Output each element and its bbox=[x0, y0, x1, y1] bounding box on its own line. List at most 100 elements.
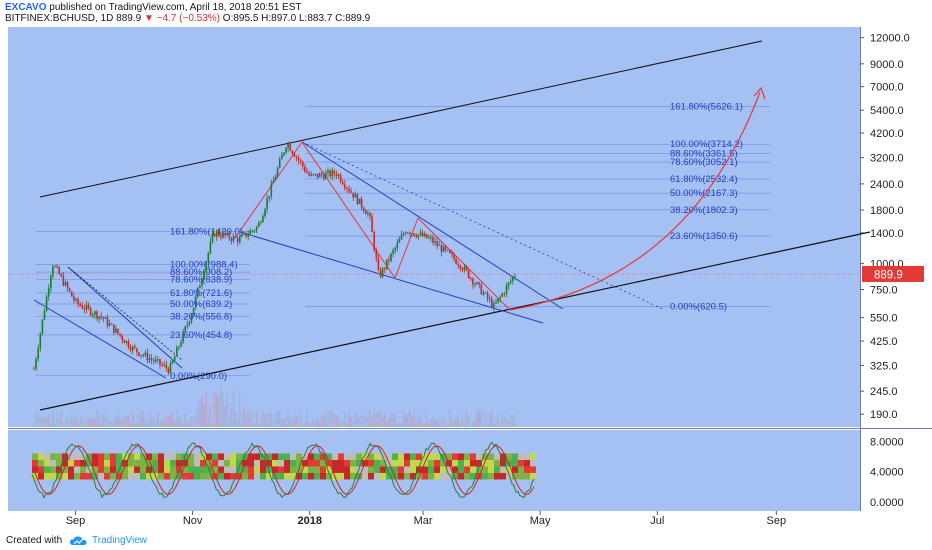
heatmap-cell bbox=[392, 472, 398, 480]
candle-body bbox=[125, 341, 128, 343]
volume-bar bbox=[381, 417, 384, 427]
candle-body bbox=[150, 358, 153, 360]
price-tick-label: 1800.0 bbox=[870, 205, 904, 217]
heatmap-cell bbox=[68, 459, 74, 467]
heatmap-cell bbox=[152, 472, 158, 480]
heatmap-cell bbox=[50, 466, 56, 473]
candle-body bbox=[344, 184, 346, 188]
heatmap-cell bbox=[254, 453, 260, 460]
heatmap-cell bbox=[92, 472, 98, 480]
volume-bar bbox=[228, 416, 231, 427]
heatmap-cell bbox=[368, 472, 374, 480]
heatmap-cell bbox=[506, 453, 512, 460]
candle-body bbox=[108, 323, 111, 326]
heatmap-cell bbox=[254, 472, 260, 480]
heatmap-cell bbox=[38, 466, 44, 473]
volume-bar bbox=[268, 413, 270, 427]
heatmap-cell bbox=[230, 453, 236, 460]
author-name[interactable]: EXCAVO bbox=[5, 2, 47, 13]
candle-body bbox=[402, 233, 405, 235]
oscillator-lines bbox=[31, 441, 535, 499]
candle-body bbox=[289, 143, 291, 151]
volume-bar bbox=[402, 410, 405, 427]
candle-body bbox=[169, 363, 172, 373]
heatmap-cell bbox=[410, 472, 416, 480]
volume-bar bbox=[239, 394, 241, 427]
volume-bar bbox=[367, 417, 369, 427]
candle-body bbox=[176, 347, 178, 357]
volume-bar bbox=[409, 411, 411, 427]
candle-body bbox=[205, 261, 207, 272]
volume-bar bbox=[442, 417, 445, 427]
volume-bar bbox=[331, 410, 333, 427]
volume-bar bbox=[41, 417, 44, 427]
candle-body bbox=[272, 180, 275, 184]
heatmap-cell bbox=[128, 466, 134, 473]
heatmap-cell bbox=[314, 459, 320, 467]
fib-level-label-right: 100.00%(3714.2) bbox=[670, 139, 743, 150]
volume-bar bbox=[45, 417, 48, 427]
heatmap-cell bbox=[278, 472, 284, 480]
candle-body bbox=[119, 333, 121, 336]
heatmap-cell bbox=[284, 459, 290, 467]
overlay-drawings[interactable] bbox=[509, 86, 766, 311]
heatmap-cell bbox=[494, 453, 500, 460]
heatmap-cell bbox=[38, 472, 44, 480]
volume-bar bbox=[83, 423, 86, 427]
volume-bar bbox=[436, 419, 438, 427]
heatmap-cell bbox=[530, 466, 536, 473]
candle-body bbox=[461, 268, 464, 271]
volume-bar bbox=[327, 414, 329, 427]
price-tick-label: 2400.0 bbox=[870, 179, 904, 191]
price-axis[interactable]: 12000.0 9000.0 7000.0 5400.0 4200.0 3200.0 240… bbox=[860, 33, 910, 421]
volume-bar bbox=[449, 410, 451, 427]
heatmap-cell bbox=[32, 466, 38, 473]
heatmap-cell bbox=[224, 459, 230, 467]
candle-body bbox=[423, 233, 426, 237]
heatmap-cell bbox=[344, 453, 350, 460]
heatmap-cell bbox=[500, 459, 506, 467]
candle-body bbox=[123, 340, 126, 343]
symbol-label[interactable]: BITFINEX:BCHUSD, 1D bbox=[5, 13, 114, 24]
volume-bar bbox=[299, 412, 302, 427]
heatmap-cell bbox=[80, 459, 86, 467]
heatmap-cell bbox=[470, 472, 476, 480]
trendline-drawings[interactable] bbox=[33, 40, 871, 411]
volume-bar bbox=[35, 411, 37, 427]
price-tick-label: 750.0 bbox=[870, 284, 898, 296]
heatmap-cell bbox=[350, 466, 356, 473]
candle-body bbox=[486, 292, 489, 299]
candle-body bbox=[100, 316, 102, 318]
candle-body bbox=[371, 216, 373, 233]
candle-body bbox=[264, 209, 266, 217]
volume-bar bbox=[144, 417, 147, 427]
tradingview-logo[interactable]: TradingView bbox=[70, 534, 160, 548]
heatmap-cell bbox=[368, 459, 374, 467]
candle-body bbox=[68, 288, 71, 292]
fibonacci-levels[interactable]: 161.80%(1420.0) 100.00%(988.4)88.60%(908.… bbox=[36, 101, 770, 382]
volume-bar bbox=[192, 416, 195, 427]
heatmap-cell bbox=[434, 453, 440, 460]
price-tick-label: 1400.0 bbox=[870, 228, 904, 240]
volume-bar bbox=[306, 410, 308, 427]
heatmap-cell bbox=[374, 459, 380, 467]
volume-bar bbox=[87, 417, 90, 427]
heatmap-cell bbox=[458, 466, 464, 473]
low-value: L:883.7 bbox=[298, 13, 333, 24]
oscillator-axis[interactable]: 8.0000 4.0000 0.0000 bbox=[870, 436, 904, 509]
fib-level-label-right: 50.00%(2167.3) bbox=[670, 188, 738, 199]
time-axis[interactable]: Sep Nov 2018 Mar May Jul Sep bbox=[66, 511, 786, 527]
heatmap-cell bbox=[68, 472, 74, 480]
price-tick-label: 4200.0 bbox=[870, 128, 904, 140]
heatmap-cell bbox=[266, 453, 272, 460]
heatmap-cell bbox=[368, 453, 374, 460]
heatmap-cell bbox=[524, 453, 530, 460]
heatmap-cell bbox=[434, 459, 440, 467]
heatmap-cell bbox=[296, 472, 302, 480]
volume-bar bbox=[484, 412, 487, 427]
projection-arrowhead bbox=[753, 86, 766, 100]
heatmap-cell bbox=[314, 466, 320, 473]
candlestick-series[interactable] bbox=[33, 141, 516, 375]
volume-bar bbox=[37, 412, 39, 427]
